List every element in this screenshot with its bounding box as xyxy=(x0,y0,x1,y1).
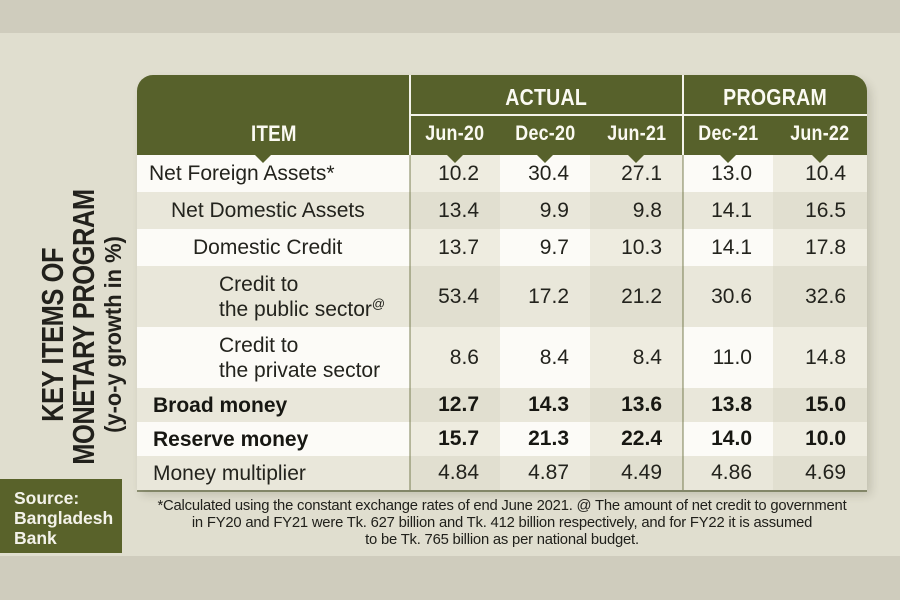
value-cell: 14.0 xyxy=(711,427,752,450)
value-cell: 30.6 xyxy=(711,284,752,308)
header-notch-dec20 xyxy=(537,155,553,163)
value-cell: 13.4 xyxy=(410,192,500,229)
value-cell: 16.5 xyxy=(773,192,867,229)
value-cell: 15.0 xyxy=(773,388,867,422)
item-column-header: ITEM xyxy=(250,121,297,146)
value-cell: 14.1 xyxy=(711,235,752,259)
column-header-dec21: Dec-21 xyxy=(697,122,759,145)
header-divider-item xyxy=(409,75,411,155)
row-label: Credit to the public sector@ xyxy=(219,272,386,321)
value-cell: 8.6 xyxy=(410,327,500,388)
table-header: ITEM ACTUAL PROGRAM Jun-20 Dec-20 Jun-21… xyxy=(137,75,867,155)
value-cell: 17.8 xyxy=(773,229,867,266)
footnote-line-1: *Calculated using the constant exchange … xyxy=(157,498,847,514)
title-line-2: MONETARY PROGRAM xyxy=(66,189,101,465)
value-cell: 10.3 xyxy=(590,229,683,266)
footnote-line-2: in FY20 and FY21 were Tk. 627 billion an… xyxy=(191,514,813,531)
column-header-jun20: Jun-20 xyxy=(425,122,485,145)
value-cell: 9.9 xyxy=(539,198,569,222)
value-cell: 21.2 xyxy=(590,266,683,327)
table-row-net-foreign-assets: Net Foreign Assets* 10.2 30.4 27.1 13.0 … xyxy=(137,155,867,192)
value-cell: 13.0 xyxy=(711,161,752,185)
value-cell: 17.2 xyxy=(528,284,569,308)
value-cell: 9.7 xyxy=(539,235,569,259)
table-footnote: *Calculated using the constant exchange … xyxy=(140,498,864,548)
title-subtitle: (y-o-y growth in %) xyxy=(100,236,126,434)
column-header-dec20: Dec-20 xyxy=(514,122,576,145)
value-cell: 14.3 xyxy=(528,393,569,416)
source-name-2: Bank xyxy=(14,528,57,548)
body-divider-item xyxy=(409,155,411,490)
source-name-1: Bangladesh xyxy=(14,508,114,528)
source-label: Source: xyxy=(14,488,80,508)
header-notch-jun22 xyxy=(812,155,828,163)
table-row-credit-public-sector: Credit to the public sector@ 53.4 17.2 2… xyxy=(137,266,867,327)
group-header-program: PROGRAM xyxy=(723,84,827,110)
table-bottom-edge xyxy=(137,490,867,492)
monetary-program-table: ITEM ACTUAL PROGRAM Jun-20 Dec-20 Jun-21… xyxy=(137,75,867,492)
header-notch-dec21 xyxy=(720,155,736,163)
row-label: Credit to the private sector xyxy=(219,333,381,382)
table-row-broad-money: Broad money 12.7 14.3 13.6 13.8 15.0 xyxy=(137,388,867,422)
table-row-net-domestic-assets: Net Domestic Assets 13.4 9.9 9.8 14.1 16… xyxy=(137,192,867,229)
column-header-jun22: Jun-22 xyxy=(790,122,850,145)
row-label: Money multiplier xyxy=(153,461,306,485)
footnote-line-3: to be Tk. 765 billion as per national bu… xyxy=(365,531,639,548)
title-line-1: KEY ITEMS OF xyxy=(35,248,70,422)
value-cell: 8.4 xyxy=(539,345,569,369)
header-notch-jun20 xyxy=(447,155,463,163)
value-cell: 8.4 xyxy=(590,327,683,388)
row-label: Net Foreign Assets* xyxy=(149,162,335,185)
value-cell: 9.8 xyxy=(590,192,683,229)
value-cell: 13.7 xyxy=(410,229,500,266)
table-row-credit-private-sector: Credit to the private sector 8.6 8.4 8.4… xyxy=(137,327,867,388)
group-header-actual: ACTUAL xyxy=(505,84,588,110)
value-cell: 14.8 xyxy=(773,327,867,388)
value-cell: 4.69 xyxy=(773,456,867,490)
value-cell: 4.49 xyxy=(590,456,683,490)
row-label: Domestic Credit xyxy=(193,236,343,259)
value-cell: 4.84 xyxy=(410,456,500,490)
row-label: Broad money xyxy=(153,393,288,417)
value-cell: 11.0 xyxy=(712,345,752,369)
table-row-reserve-money: Reserve money 15.7 21.3 22.4 14.0 10.0 xyxy=(137,422,867,456)
header-divider-horizontal xyxy=(410,114,867,116)
value-cell: 22.4 xyxy=(590,422,683,456)
side-title: KEY ITEMS OF MONETARY PROGRAM (y-o-y gro… xyxy=(35,175,133,495)
value-cell: 32.6 xyxy=(773,266,867,327)
body-divider-actual-program xyxy=(682,155,684,490)
table-row-money-multiplier: Money multiplier 4.84 4.87 4.49 4.86 4.6… xyxy=(137,456,867,490)
value-cell: 15.7 xyxy=(410,422,500,456)
row-label: Net Domestic Assets xyxy=(171,199,365,222)
header-divider-actual-program xyxy=(682,75,684,155)
row-label: Reserve money xyxy=(153,427,309,451)
column-header-jun21: Jun-21 xyxy=(606,122,667,145)
header-notch-item xyxy=(255,155,271,163)
value-cell: 14.1 xyxy=(711,198,752,222)
at-superscript: @ xyxy=(371,295,386,311)
table-row-domestic-credit: Domestic Credit 13.7 9.7 10.3 14.1 17.8 xyxy=(137,229,867,266)
value-cell: 10.0 xyxy=(773,422,867,456)
value-cell: 12.7 xyxy=(410,388,500,422)
value-cell: 4.87 xyxy=(528,461,569,484)
source-badge: Source: Bangladesh Bank xyxy=(0,479,122,553)
table-body: Net Foreign Assets* 10.2 30.4 27.1 13.0 … xyxy=(137,155,867,492)
value-cell: 4.86 xyxy=(711,461,752,484)
value-cell: 30.4 xyxy=(528,161,569,185)
value-cell: 21.3 xyxy=(528,427,569,450)
value-cell: 53.4 xyxy=(410,266,500,327)
header-notch-jun21 xyxy=(628,155,644,163)
value-cell: 13.6 xyxy=(590,388,683,422)
value-cell: 13.8 xyxy=(711,393,752,416)
